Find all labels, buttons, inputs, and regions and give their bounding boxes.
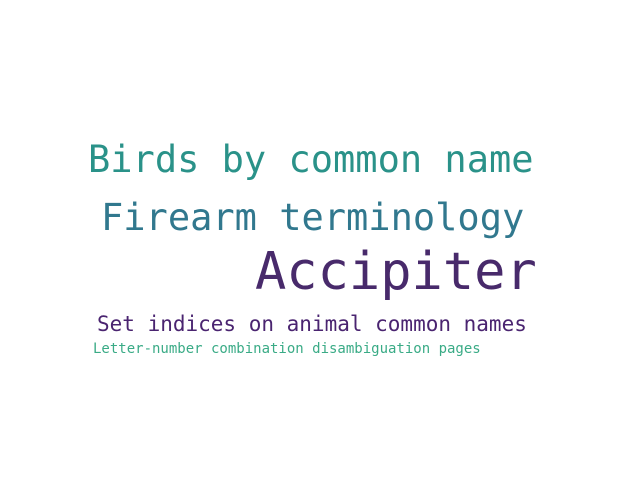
word-accipiter: Accipiter	[255, 242, 537, 302]
word-set-indices-on-animal-common-names: Set indices on animal common names	[97, 312, 527, 336]
word-letter-number-combination-disambiguation-pages: Letter-number combination disambiguation…	[93, 341, 481, 357]
word-birds-by-common-name: Birds by common name	[88, 138, 534, 181]
word-firearm-terminology: Firearm terminology	[101, 196, 525, 239]
